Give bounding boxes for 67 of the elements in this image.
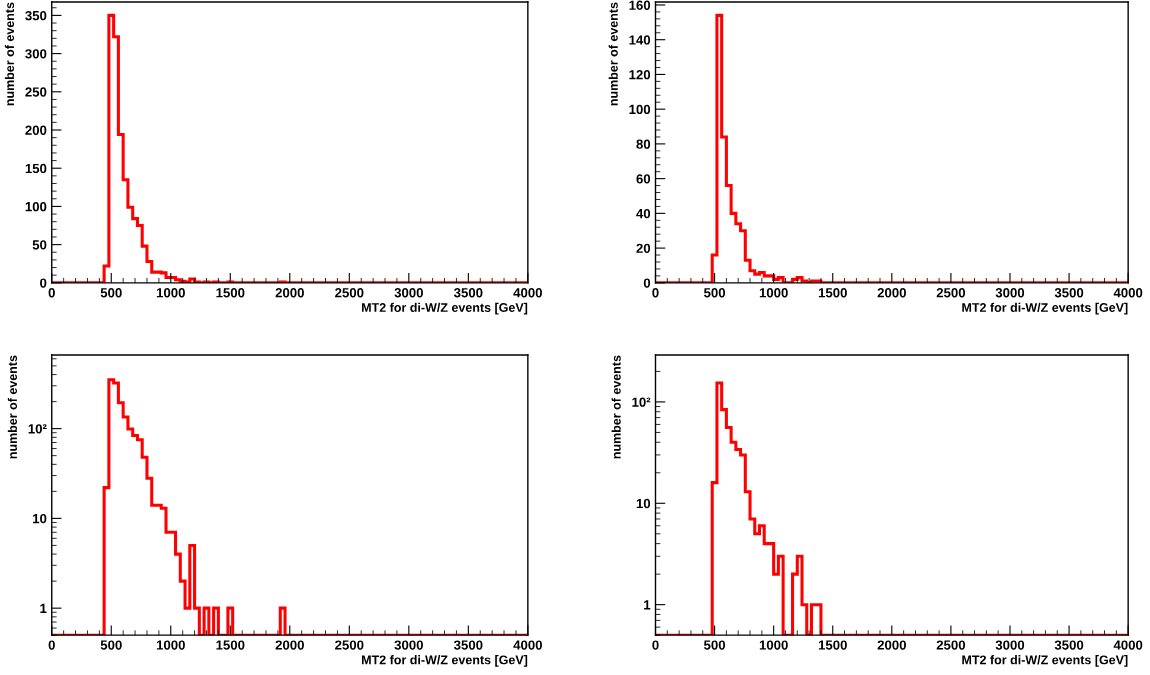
x-tick-label: 3500 (1054, 288, 1084, 298)
y-tick-label: 60 (636, 174, 651, 184)
x-tick-label: 3500 (453, 640, 483, 650)
x-tick-label: 3000 (394, 640, 423, 650)
x-tick-label: 2000 (877, 288, 906, 298)
x-tick-label: 2500 (335, 640, 364, 650)
y-tick-label: 0 (40, 278, 47, 288)
x-tick-label: 1500 (818, 640, 847, 650)
x-tick-label: 1000 (156, 640, 185, 650)
x-tick-label: 0 (652, 288, 659, 298)
x-tick-label: 3000 (995, 640, 1025, 650)
x-tick-label: 0 (48, 288, 55, 298)
y-tick-label: 10² (632, 397, 651, 407)
y-tick-label: 80 (636, 139, 651, 149)
y-tick-label: 160 (629, 0, 651, 10)
y-tick-label: 40 (636, 208, 651, 219)
y-tick-label: 200 (25, 125, 47, 135)
x-tick-label: 2500 (936, 288, 966, 298)
x-tick-label: 2000 (275, 640, 304, 650)
x-tick-label: 2500 (335, 288, 364, 298)
x-tick-label: 500 (100, 288, 122, 298)
x-axis-title: MT2 for di-W/Z events [GeV] (362, 655, 528, 667)
x-tick-label: 1500 (216, 640, 245, 650)
x-tick-label: 2500 (936, 640, 966, 650)
x-tick-label: 1000 (156, 288, 185, 298)
y-tick-label: 250 (25, 87, 47, 97)
x-tick-label: 3500 (453, 288, 483, 298)
y-tick-label: 100 (25, 201, 47, 212)
y-axis-title: number of events (4, 2, 15, 106)
y-tick-label: 140 (629, 35, 651, 45)
x-tick-label: 3500 (1054, 640, 1084, 650)
x-tick-label: 1000 (759, 640, 788, 650)
y-tick-label: 1 (40, 603, 47, 613)
y-tick-label: 150 (25, 163, 47, 174)
y-tick-label: 20 (636, 243, 651, 253)
x-tick-label: 4000 (1113, 288, 1143, 298)
y-tick-label: 300 (25, 49, 47, 59)
x-tick-label: 500 (703, 288, 726, 298)
x-tick-label: 500 (703, 640, 726, 650)
x-tick-label: 1500 (818, 288, 847, 298)
y-axis-title: number of events (7, 355, 18, 459)
x-tick-label: 4000 (513, 640, 542, 650)
x-tick-label: 0 (652, 640, 659, 650)
x-tick-label: 3000 (394, 288, 423, 298)
x-tick-label: 3000 (995, 288, 1025, 298)
y-tick-label: 0 (643, 278, 651, 288)
y-tick-label: 50 (32, 240, 47, 250)
x-tick-label: 4000 (1113, 640, 1143, 650)
y-tick-label: 10 (636, 498, 651, 509)
x-tick-label: 1000 (759, 288, 788, 298)
x-tick-label: 2000 (877, 640, 906, 650)
x-axis-title: MT2 for di-W/Z events [GeV] (962, 302, 1128, 315)
y-tick-label: 350 (25, 10, 47, 21)
y-axis-title: number of events (608, 2, 618, 106)
x-tick-label: 4000 (513, 288, 542, 298)
x-tick-label: 500 (100, 640, 122, 650)
y-tick-label: 1 (644, 600, 651, 610)
y-tick-label: 120 (629, 70, 651, 80)
y-tick-label: 10 (33, 513, 47, 524)
y-tick-label: 100 (629, 104, 651, 115)
x-tick-label: 1500 (216, 288, 245, 298)
y-tick-label: 10² (28, 424, 47, 434)
x-tick-label: 0 (48, 640, 55, 650)
y-axis-title: number of events (611, 355, 621, 459)
x-axis-title: MT2 for di-W/Z events [GeV] (362, 302, 528, 315)
x-axis-title: MT2 for di-W/Z events [GeV] (962, 655, 1128, 667)
x-tick-label: 2000 (275, 288, 304, 298)
